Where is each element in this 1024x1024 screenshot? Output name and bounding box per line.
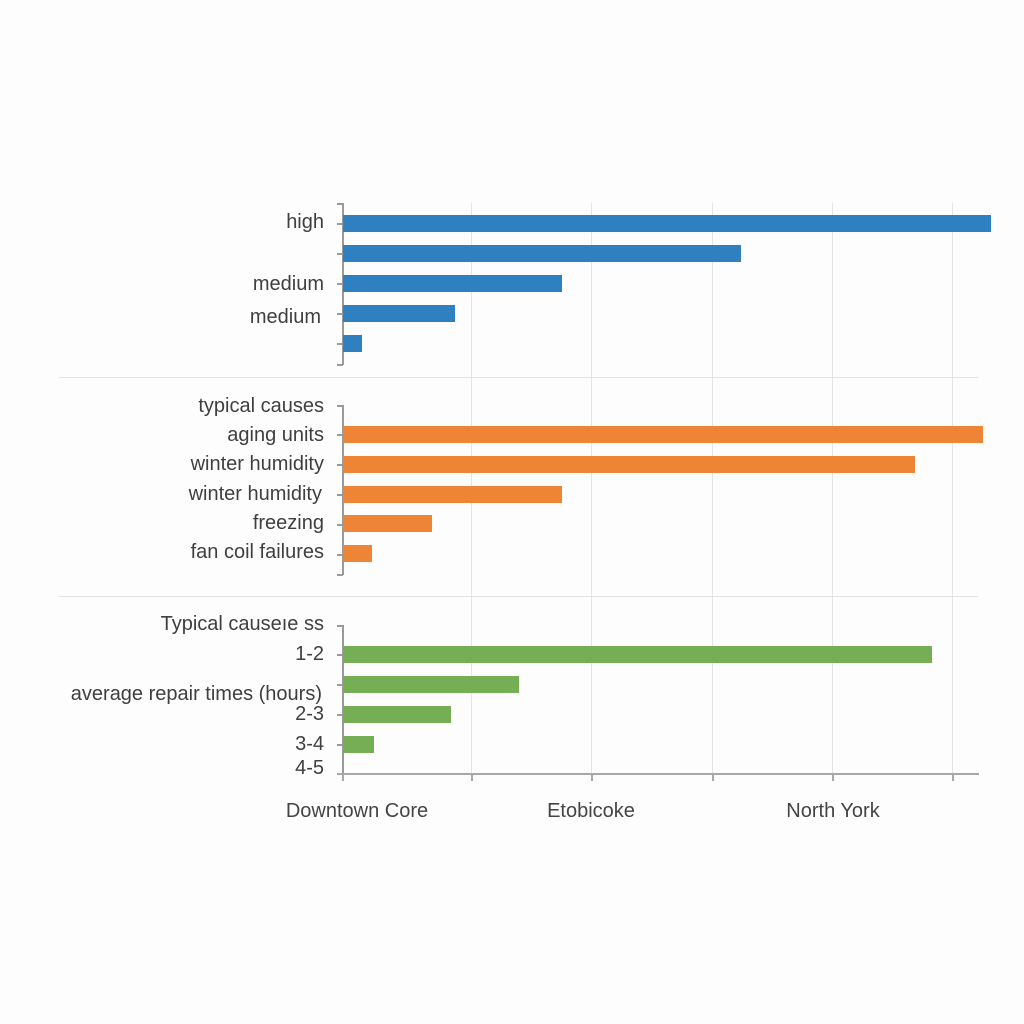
y-tick [337,714,343,716]
bar [343,426,983,443]
y-axis-cap [337,203,343,205]
y-label: freezing [252,512,324,534]
y-tick [337,434,343,436]
y-label: high [286,211,324,233]
bar [343,676,519,693]
y-label: aging units [227,424,324,446]
x-tick-label: Downtown Core [285,800,429,822]
y-label: 4-5 [295,757,324,779]
x-tick [832,774,834,781]
y-tick [337,253,343,255]
y-tick [337,654,343,656]
gridline [952,203,953,775]
bar [343,736,374,753]
bar [343,215,991,232]
bar [343,275,562,292]
panel-separator [59,596,978,597]
x-tick-label: North York [786,800,880,822]
y-label: medium [249,306,321,328]
x-tick-label: Etobicoke [547,800,635,822]
y-label: medium [252,273,324,295]
y-tick [337,313,343,315]
gridline [832,203,833,775]
x-tick [952,774,954,781]
y-label: winter humidity [188,483,322,505]
bar [343,335,362,352]
y-tick [337,283,343,285]
gridline [712,203,713,775]
x-tick [591,774,593,781]
y-header-label: typical causes [198,395,324,417]
y-axis-line [342,625,344,775]
y-axis-cap [337,405,343,407]
bar [343,456,915,473]
bar [343,646,932,663]
bar [343,486,562,503]
y-label: winter humidity [190,453,324,475]
y-header-label: Typical causeıe ss [160,613,324,635]
y-label: 3-4 [295,733,324,755]
x-axis-line [337,773,979,775]
x-tick [712,774,714,781]
y-axis-line [342,405,344,575]
bar [343,515,432,532]
x-tick [471,774,473,781]
panel-separator [59,377,978,378]
bar [343,706,451,723]
y-axis-cap [337,364,343,366]
y-axis-cap [337,574,343,576]
y-tick [337,744,343,746]
y-label: fan coil failures [190,541,324,563]
y-tick [337,343,343,345]
bar [343,245,741,262]
bar [343,305,455,322]
y-label: 1-2 [295,643,324,665]
y-overlay-label: average repair times (hours) [70,683,322,705]
y-tick [337,223,343,225]
y-tick [337,524,343,526]
gridline [591,203,592,775]
y-tick [337,494,343,496]
y-tick [337,464,343,466]
bar [343,545,372,562]
x-tick [342,774,344,781]
y-tick [337,554,343,556]
y-tick [337,684,343,686]
y-label: 2-3 [295,703,324,725]
y-axis-cap [337,625,343,627]
